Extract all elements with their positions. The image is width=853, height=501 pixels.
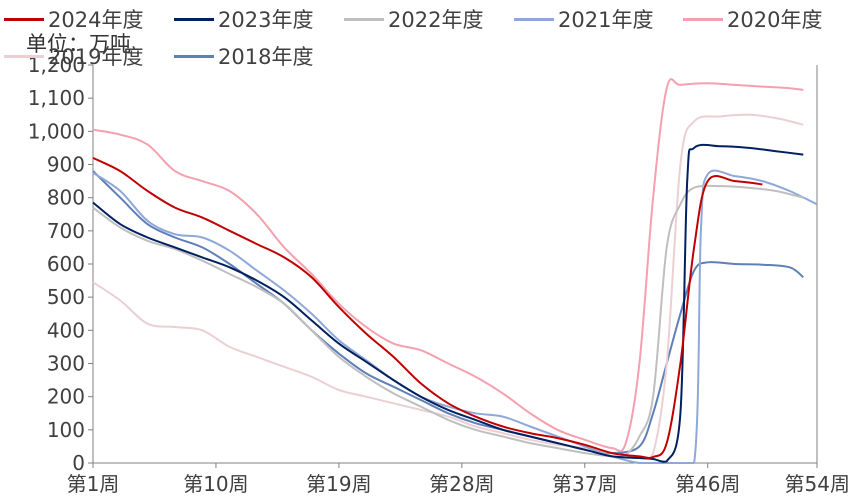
legend-label: 2018年度 [218,45,314,69]
y-tick-label: 1,000 [28,119,85,143]
legend-item: 2018年度 [174,41,313,71]
y-tick-label: 500 [47,285,85,309]
legend-label: 2022年度 [388,8,484,32]
legend-swatch [4,17,44,21]
legend-label: 2021年度 [558,8,654,32]
legend-swatch [683,17,723,21]
legend-label: 2024年度 [48,8,144,32]
y-tick-label: 900 [47,153,85,177]
legend-swatch [4,54,44,58]
series-line-2022年度 [92,184,804,458]
x-tick-label: 第37周 [552,472,617,496]
legend-label: 2020年度 [727,8,823,32]
series-line-2020年度 [92,78,804,453]
y-tick-label: 600 [47,252,85,276]
legend-swatch [344,17,384,21]
x-tick-label: 第19周 [306,472,371,496]
y-tick-label: 1,100 [28,86,85,110]
series-line-2019年度 [92,113,804,460]
y-tick-label: 100 [47,418,85,442]
series-line-2023年度 [92,143,804,463]
legend-item: 2019年度 [4,41,143,71]
x-tick-label: 第10周 [183,472,248,496]
y-tick-label: 700 [47,219,85,243]
series-line-2018年度 [92,170,804,455]
legend-item: 2021年度 [514,4,653,34]
legend-swatch [174,17,214,21]
legend-item: 2024年度 [4,4,143,34]
legend: 2024年度 2023年度 2022年度 2021年度 2020年度 2019年度 2018… [0,0,853,80]
legend-label: 2019年度 [48,45,144,69]
x-tick-label: 第46周 [675,472,740,496]
legend-swatch [514,17,554,21]
x-tick-label: 第1周 [67,472,120,496]
series-line-2021年度 [92,169,818,464]
legend-label: 2023年度 [218,8,314,32]
unit-label: 单位：万吨 [26,32,131,56]
y-tick-label: 800 [47,186,85,210]
y-tick-label: 400 [47,318,85,342]
y-tick-label: 0 [72,451,85,475]
y-tick-label: 300 [47,352,85,376]
legend-item: 2023年度 [174,4,313,34]
y-tick-label: 200 [47,385,85,409]
legend-item: 2020年度 [683,4,822,34]
legend-item: 2022年度 [344,4,483,34]
x-tick-label: 第28周 [429,472,494,496]
series-line-2024年度 [92,156,763,459]
x-tick-label: 第54周 [785,472,850,496]
legend-swatch [174,54,214,58]
